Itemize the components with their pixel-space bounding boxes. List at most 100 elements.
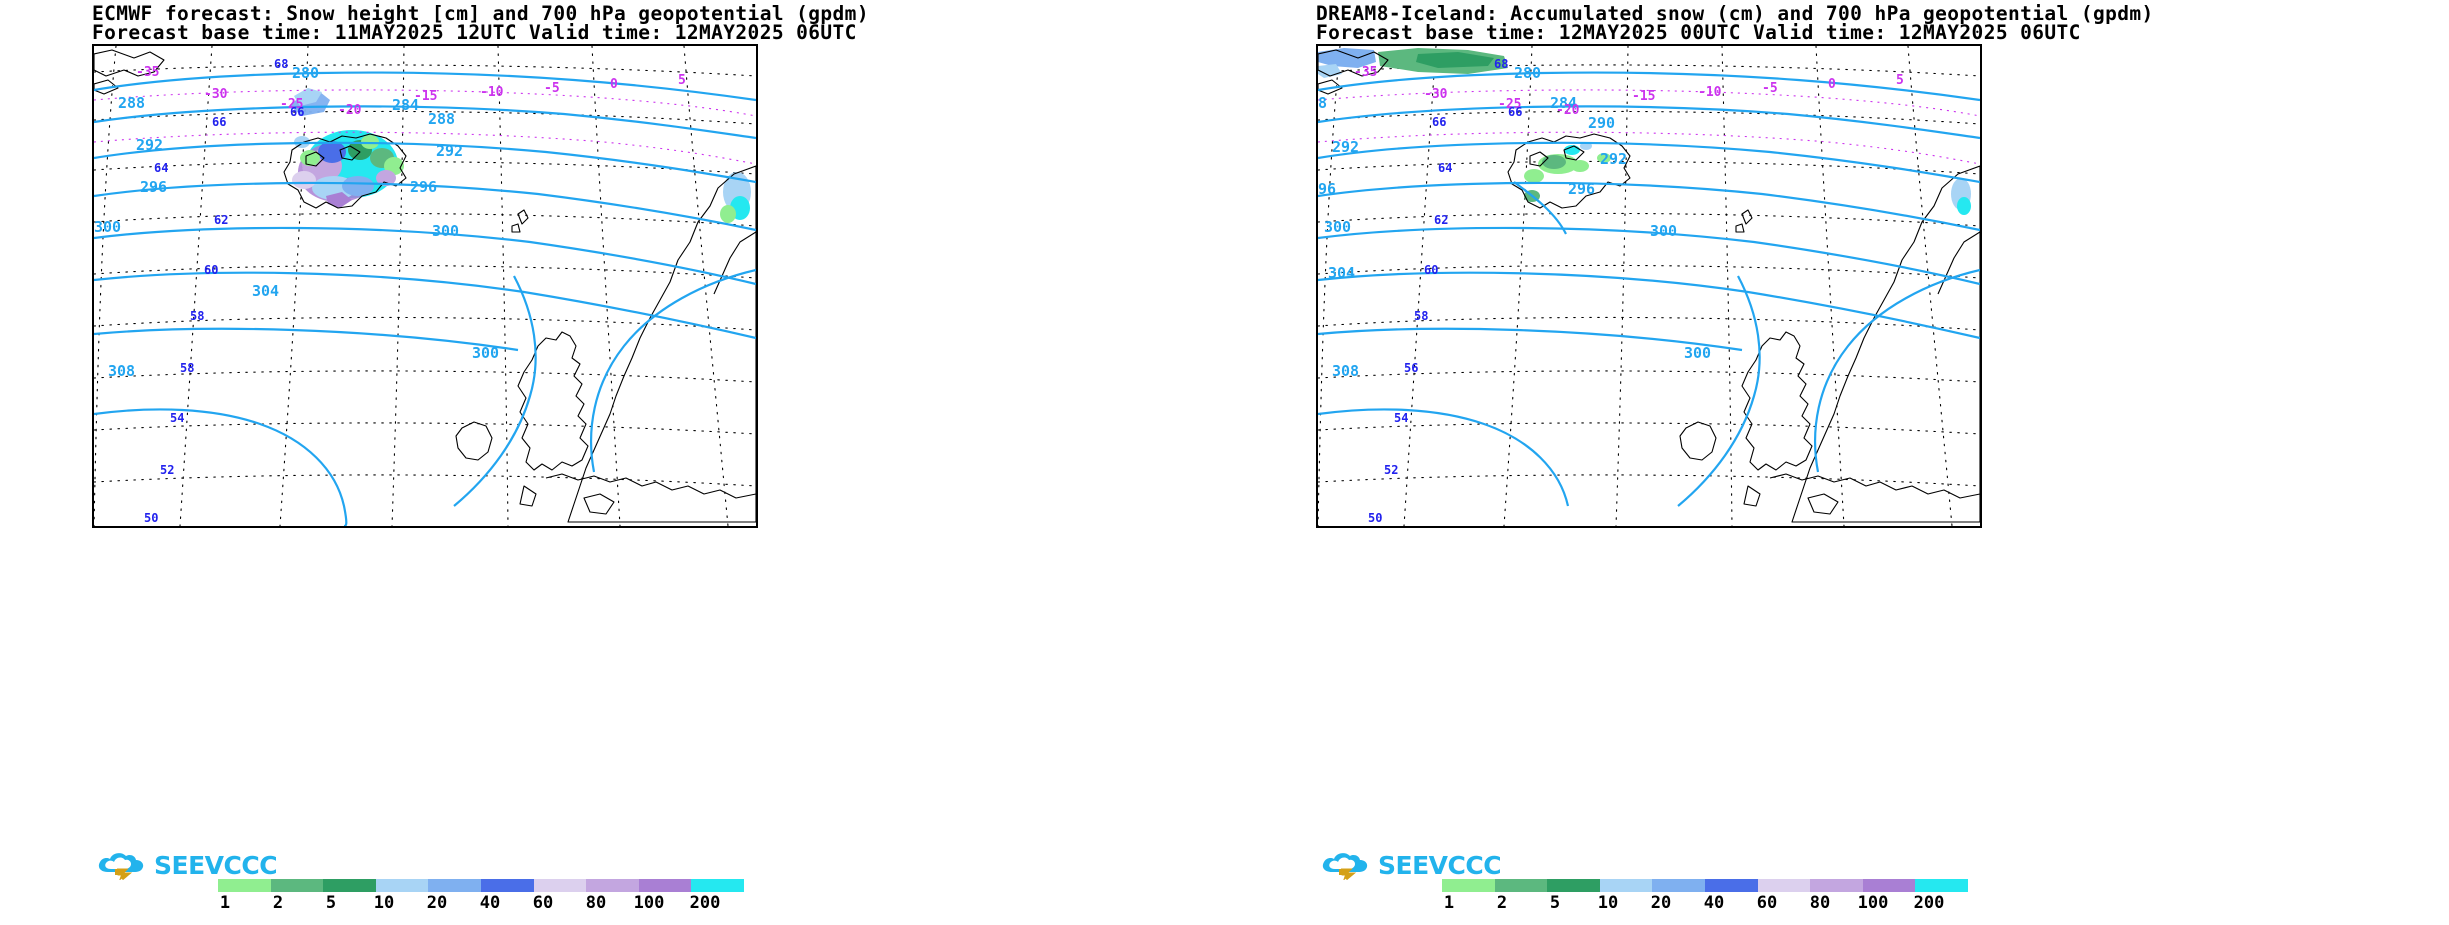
colorbar-swatch (323, 879, 376, 892)
svg-text:52: 52 (160, 463, 174, 477)
svg-text:-30: -30 (1424, 87, 1448, 102)
graticule-meridians (94, 46, 729, 526)
svg-text:-25: -25 (280, 97, 303, 112)
colorbar-swatch (1442, 879, 1495, 892)
colorbar-left (218, 879, 744, 892)
colorbar-swatch (1599, 879, 1653, 892)
geopotential-contours-ecmwf (94, 71, 756, 526)
colorbar-swatch (691, 879, 744, 892)
colorbar-tick: 10 (1597, 893, 1619, 913)
cloud-icon (98, 853, 144, 880)
temperature-contours-ecmwf (94, 89, 756, 165)
logo-text: SEEVCCC (1378, 850, 1502, 880)
svg-text:58: 58 (1414, 309, 1428, 323)
svg-text:-20: -20 (1556, 103, 1580, 118)
logo-seevccc-left: SEEVCCC (95, 848, 278, 882)
map-canvas-dream8: 280 8 284 290 292 292 96 296 300 300 304… (1318, 46, 1980, 526)
svg-text:-10: -10 (1698, 85, 1722, 100)
colorbar-tick: 10 (373, 893, 395, 913)
colorbar-swatch (1704, 879, 1758, 892)
colorbar-tick: 100 (1857, 893, 1889, 913)
colorbar-swatch (1494, 879, 1548, 892)
svg-text:-25: -25 (1498, 97, 1521, 112)
temperature-contours-dream8 (1318, 89, 1980, 165)
svg-text:66: 66 (1508, 105, 1522, 119)
coastlines-ecmwf (94, 49, 756, 523)
graticule-parallels (94, 64, 756, 487)
colorbar-swatch (218, 879, 271, 892)
svg-text:66: 66 (1432, 115, 1446, 129)
svg-text:-15: -15 (1632, 89, 1655, 104)
svg-text:300: 300 (1650, 222, 1677, 240)
colorbar-tick: 80 (1809, 893, 1831, 913)
logo-text: SEEVCCC (154, 850, 278, 880)
svg-text:66: 66 (212, 115, 226, 129)
colorbar-tick: 20 (1650, 893, 1672, 913)
panel-dream8: DREAM8-Iceland: Accumulated snow (cm) an… (1224, 0, 2449, 925)
svg-text:-30: -30 (204, 87, 228, 102)
colorbar-labels-left: 1 2 5 10 20 40 60 80 100 200 (218, 893, 744, 915)
svg-text:-5: -5 (1762, 81, 1778, 96)
colorbar-swatch (1915, 879, 1968, 892)
map-dream8: 280 8 284 290 292 292 96 296 300 300 304… (1316, 44, 1982, 528)
temperature-labels-dream8: -35 -30 -25 -20 -15 -10 -5 0 5 (1354, 65, 1904, 118)
svg-text:64: 64 (154, 161, 168, 175)
snow-shading-ecmwf (290, 88, 751, 223)
title-line-1: ECMWF forecast: Snow height [cm] and 700… (92, 2, 869, 25)
graticule-meridians (1318, 46, 1953, 526)
svg-text:56: 56 (1404, 361, 1418, 375)
svg-text:62: 62 (214, 213, 228, 227)
coastlines-dream8 (1318, 49, 1980, 523)
logo-seevccc-right: SEEVCCC (1319, 848, 1502, 882)
svg-text:66: 66 (290, 105, 304, 119)
colorbar-tick: 40 (479, 893, 501, 913)
svg-text:308: 308 (1332, 362, 1359, 380)
cloud-icon (1322, 853, 1368, 880)
svg-text:292: 292 (436, 142, 463, 160)
colorbar-tick: 2 (272, 893, 284, 913)
svg-text:68: 68 (274, 57, 288, 71)
svg-text:300: 300 (1684, 344, 1711, 362)
svg-text:296: 296 (140, 178, 167, 196)
svg-text:304: 304 (252, 282, 279, 300)
colorbar-swatch (638, 879, 692, 892)
title-line-2: Forecast base time: 11MAY2025 12UTC Vali… (92, 21, 857, 44)
geopotential-labels-dream8: 280 8 284 290 292 292 96 296 300 300 304… (1318, 64, 1711, 380)
svg-text:300: 300 (1324, 218, 1351, 236)
svg-text:290: 290 (1588, 114, 1615, 132)
colorbar-tick: 5 (1549, 893, 1561, 913)
svg-text:52: 52 (1384, 463, 1398, 477)
svg-text:54: 54 (1394, 411, 1408, 425)
colorbar-swatch (1652, 879, 1705, 892)
svg-text:300: 300 (472, 344, 499, 362)
svg-text:284: 284 (1550, 94, 1577, 112)
svg-text:292: 292 (136, 136, 163, 154)
svg-text:-10: -10 (480, 85, 504, 100)
colorbar-swatch (428, 879, 481, 892)
colorbar-tick: 200 (689, 893, 721, 913)
colorbar-tick: 60 (1756, 893, 1778, 913)
svg-text:50: 50 (1368, 511, 1382, 525)
colorbar-tick: 1 (219, 893, 231, 913)
svg-text:58: 58 (180, 361, 194, 375)
colorbar-tick: 2 (1496, 893, 1508, 913)
geopotential-contours-dream8 (1318, 71, 1980, 507)
svg-text:296: 296 (1568, 180, 1595, 198)
svg-text:96: 96 (1318, 180, 1336, 198)
colorbar-tick: 1 (1443, 893, 1455, 913)
svg-text:300: 300 (94, 218, 121, 236)
colorbar-swatch (480, 879, 534, 892)
colorbar-swatch (1862, 879, 1916, 892)
colorbar-swatch (375, 879, 429, 892)
svg-text:300: 300 (432, 222, 459, 240)
colorbar-tick: 100 (633, 893, 665, 913)
svg-text:296: 296 (410, 178, 437, 196)
temperature-labels-ecmwf: -35 -30 -25 -20 -15 -10 -5 0 5 (136, 65, 686, 118)
colorbar-labels-right: 1 2 5 10 20 40 60 80 100 200 (1442, 893, 1968, 915)
map-canvas-ecmwf: 280 284 288 288 292 292 296 296 300 300 … (94, 46, 756, 526)
svg-text:8: 8 (1318, 94, 1327, 112)
graticule-parallels (1318, 64, 1980, 487)
svg-text:0: 0 (1828, 77, 1836, 92)
svg-text:288: 288 (428, 110, 455, 128)
panel-title-ecmwf: ECMWF forecast: Snow height [cm] and 700… (92, 2, 869, 44)
